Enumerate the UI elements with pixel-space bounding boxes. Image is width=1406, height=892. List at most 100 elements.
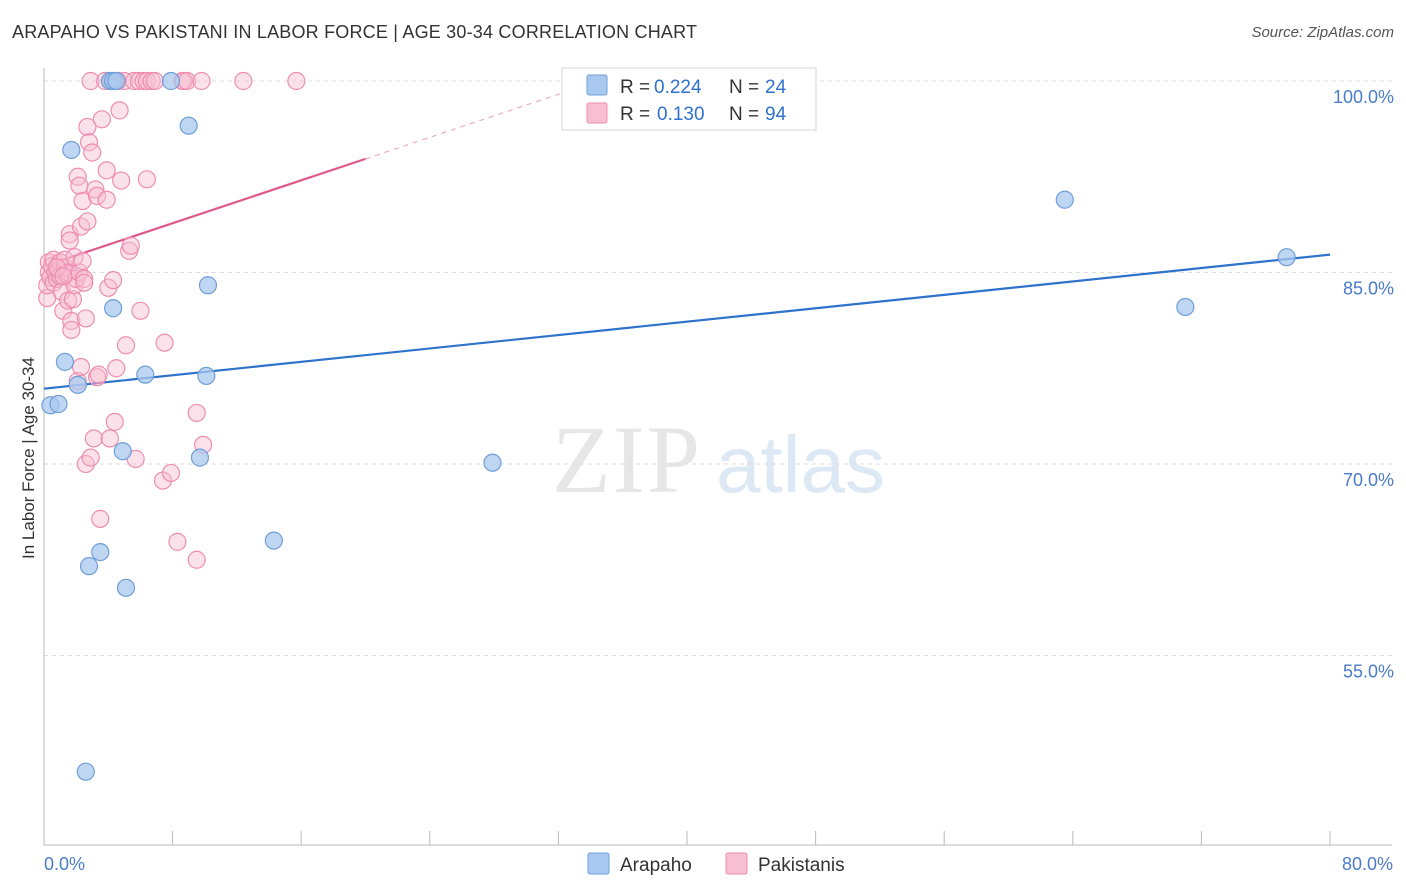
y-tick-label-85: 85.0% [1343,279,1394,299]
pakistanis-point-87 [192,71,211,91]
watermark-atlas: atlas [716,420,885,509]
legend-swatch-arapaho [586,74,608,96]
pakistanis-point-88 [234,71,253,91]
pakistanis-point-49 [89,365,108,384]
arapaho-point-2 [55,352,74,371]
arapaho-point-4 [68,375,87,394]
pakistanis-point-59 [105,412,124,431]
pakistanis-point-91 [47,258,66,277]
watermark-zip: ZIP [552,406,702,513]
legend-n-value-arapaho: 24 [765,77,787,98]
series-legend-swatch-arapaho [587,852,610,875]
arapaho-point-18 [197,366,216,386]
pakistanis-point-46 [86,180,105,199]
axes [43,68,1392,846]
arapaho-trend-line [43,253,1331,390]
pakistanis-point-71 [131,301,150,320]
pakistanis-point-53 [97,190,116,209]
pakistanis-point-56 [100,429,120,448]
arapaho-point-24 [1277,248,1296,267]
pakistanis-point-89 [287,71,306,91]
pakistanis-point-35 [75,269,94,288]
pakistanis-point-42 [81,448,100,467]
pakistanis-point-51 [92,110,111,129]
series-legend-label-arapaho: Arapaho [620,855,692,876]
pakistanis-point-36 [75,273,94,292]
legend-n-label-arapaho: N = [729,77,764,98]
pakistanis-point-62 [110,101,129,120]
arapaho-point-3 [62,140,81,160]
arapaho-point-21 [483,453,502,472]
arapaho-point-14 [136,365,155,384]
pakistanis-point-85 [187,403,206,423]
pakistanis-point-58 [104,271,123,290]
pakistanis-point-39 [78,212,97,231]
legend-n-value-pakistanis: 94 [765,104,787,125]
pakistanis-point-78 [155,333,174,352]
arapaho-point-15 [161,71,181,91]
pakistanis-point-65 [116,336,136,355]
pakistanis-point-21 [60,231,79,250]
chart-title: ARAPAHO VS PAKISTANI IN LABOR FORCE | AG… [12,22,698,42]
y-tick-label-55: 55.0% [1343,662,1394,682]
legend-r-label-arapaho: R = [620,77,655,98]
arapaho-point-10 [107,71,126,91]
arapaho-point-19 [198,276,218,295]
pakistanis-point-63 [112,171,131,190]
arapaho-point-1 [49,394,68,414]
pakistanis-trend-extension [365,83,591,160]
arapaho-point-12 [113,442,132,461]
data-points [38,71,1296,781]
pakistanis-point-34 [73,191,92,211]
pakistanis-point-41 [79,133,99,152]
pakistanis-point-67 [121,236,140,255]
pakistanis-point-80 [168,532,187,551]
legend-r-label-pakistanis: R = [620,104,655,125]
pakistanis-point-50 [91,509,110,528]
pakistanis-point-40 [78,117,97,137]
pakistanis-point-38 [76,309,95,328]
legend-swatch-pakistanis [586,102,608,124]
trend-lines [43,83,1331,390]
arapaho-point-23 [1176,297,1195,317]
watermark: ZIP atlas [552,406,885,513]
stats-legend: R = 0.224 N = 24 R = 0.130 N = 94 [561,67,817,131]
arapaho-point-6 [79,557,99,576]
series-legend-label-pakistanis: Pakistanis [758,855,845,876]
pakistanis-point-43 [81,71,100,91]
tick-labels: 55.0% 70.0% 85.0% 100.0% 0.0% 80.0% [44,87,1394,874]
pakistanis-trend-line [43,157,366,268]
pakistanis-point-68 [124,71,144,91]
pakistanis-point-45 [84,429,103,448]
legend-n-label-pakistanis: N = [729,104,764,125]
pakistanis-point-79 [161,463,181,483]
arapaho-point-17 [190,448,210,467]
pakistanis-point-24 [63,290,83,309]
y-tick-label-100: 100.0% [1333,87,1394,107]
pakistanis-point-32 [71,357,91,377]
pakistanis-point-76 [145,71,165,91]
arapaho-point-16 [179,116,198,135]
arapaho-point-7 [91,542,110,562]
y-tick-label-70: 70.0% [1343,470,1394,490]
arapaho-point-11 [104,299,123,318]
y-axis-title: In Labor Force | Age 30-34 [19,357,38,559]
arapaho-point-5 [76,762,95,781]
pakistanis-point-84 [187,550,206,569]
pakistanis-point-60 [107,359,126,378]
pakistanis-point-54 [97,161,116,180]
pakistanis-point-44 [83,143,102,162]
arapaho-point-13 [116,578,136,597]
x-tick-label-0: 0.0% [44,854,85,874]
series-legend: Arapaho Pakistanis [587,852,845,876]
pakistanis-point-23 [62,320,81,340]
x-tick-label-80: 80.0% [1342,854,1393,874]
pakistanis-point-30 [70,176,89,195]
chart-source: Source: ZipAtlas.com [1251,24,1394,41]
pakistanis-point-74 [137,170,156,189]
series-legend-swatch-pakistanis [725,852,748,875]
arapaho-point-20 [264,531,283,550]
pakistanis-point-47 [87,186,107,205]
legend-r-value-arapaho: 0.224 [654,77,702,98]
